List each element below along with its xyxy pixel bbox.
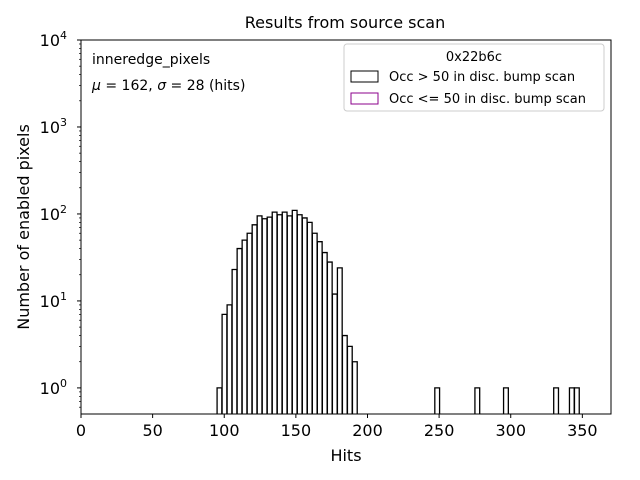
x-axis-ticks: 0 50 100 150 200 250 300 350 bbox=[76, 414, 598, 440]
chart-title: Results from source scan bbox=[245, 13, 445, 32]
legend-swatch-occ-le-50 bbox=[350, 92, 379, 105]
legend-title: 0x22b6c bbox=[446, 50, 502, 65]
histogram-bin bbox=[474, 387, 481, 414]
histogram-bin bbox=[573, 387, 580, 414]
histogram-bin bbox=[434, 387, 441, 414]
x-tick-label: 300 bbox=[495, 421, 526, 440]
legend-label-occ-gt-50: Occ > 50 in disc. bump scan bbox=[389, 70, 575, 85]
histogram-bin bbox=[553, 387, 560, 414]
legend-box bbox=[343, 43, 605, 112]
sigma-symbol: σ bbox=[157, 78, 167, 94]
x-tick-label: 150 bbox=[281, 421, 312, 440]
histogram-bin bbox=[351, 361, 358, 414]
y-tick-label: 103 bbox=[40, 116, 67, 137]
y-tick-label: 104 bbox=[40, 29, 67, 50]
sigma-value: = 28 (hits) bbox=[171, 78, 246, 94]
mu-value: = 162, bbox=[105, 78, 152, 94]
histogram-bin bbox=[502, 387, 509, 414]
legend-label-occ-le-50: Occ <= 50 in disc. bump scan bbox=[389, 92, 586, 107]
legend-swatch-occ-gt-50 bbox=[350, 70, 379, 83]
annotation-stats: μ = 162, σ = 28 (hits) bbox=[91, 78, 245, 94]
annotation-name: inneredge_pixels bbox=[92, 52, 210, 68]
x-tick-label: 50 bbox=[142, 421, 162, 440]
histogram-bars bbox=[216, 209, 580, 414]
y-tick-label: 101 bbox=[40, 290, 67, 311]
x-tick-label: 100 bbox=[209, 421, 240, 440]
y-axis-label: Number of enabled pixels bbox=[14, 124, 33, 330]
y-tick-label: 102 bbox=[40, 203, 67, 224]
x-tick-label: 200 bbox=[352, 421, 383, 440]
y-tick-label: 100 bbox=[40, 377, 67, 398]
x-tick-label: 250 bbox=[424, 421, 455, 440]
mu-symbol: μ bbox=[91, 78, 101, 94]
x-tick-label: 0 bbox=[76, 421, 86, 440]
plot-frame bbox=[80, 39, 612, 415]
y-axis-ticks: 100 101 102 103 104 bbox=[40, 29, 81, 408]
x-axis-label: Hits bbox=[330, 446, 361, 465]
legend: 0x22b6c Occ > 50 in disc. bump scan Occ … bbox=[343, 43, 605, 112]
x-tick-label: 350 bbox=[567, 421, 598, 440]
